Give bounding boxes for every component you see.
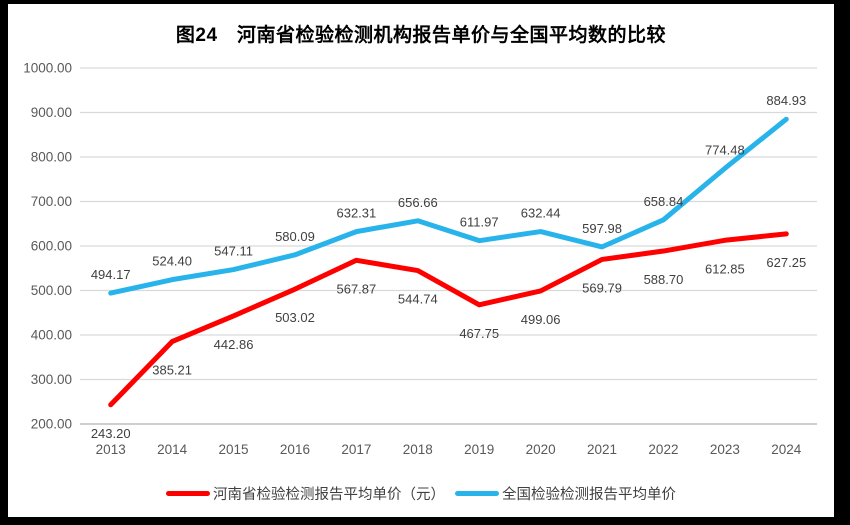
x-axis-tick-label: 2016 — [280, 442, 310, 457]
x-axis-tick-label: 2020 — [526, 442, 556, 457]
data-label: 467.75 — [459, 326, 499, 341]
x-axis-tick-label: 2013 — [96, 442, 126, 457]
x-axis-tick-label: 2024 — [771, 442, 802, 457]
plot-area: 200.00 300.00 400.00 500.00 600.00 700.00 800.… — [23, 61, 817, 457]
x-axis-tick-label: 2017 — [341, 442, 371, 457]
data-label: 524.40 — [152, 254, 192, 269]
y-axis-tick-label: 800.00 — [31, 150, 72, 165]
data-label: 494.17 — [91, 267, 131, 282]
data-label: 612.85 — [705, 261, 745, 276]
data-label: 588.70 — [644, 272, 684, 287]
x-axis-tick-label: 2022 — [648, 442, 678, 457]
data-label: 632.44 — [521, 206, 561, 221]
data-label: 243.20 — [91, 426, 131, 441]
series-line-1 — [108, 116, 789, 296]
data-label: 627.25 — [766, 255, 806, 270]
data-label: 884.93 — [766, 93, 806, 108]
y-axis-tick-label: 400.00 — [31, 328, 72, 343]
data-label: 611.97 — [460, 215, 499, 230]
x-axis-tick-label: 2021 — [587, 442, 617, 457]
data-label: 658.84 — [644, 194, 684, 209]
x-axis-tick-label: 2015 — [219, 442, 249, 457]
data-label: 774.48 — [705, 142, 745, 157]
legend-line-swatch — [166, 491, 210, 496]
data-label: 597.98 — [582, 221, 622, 236]
y-axis-tick-label: 300.00 — [31, 372, 72, 387]
data-label: 569.79 — [582, 280, 622, 295]
y-axis-tick-label: 200.00 — [31, 417, 72, 432]
data-label: 547.11 — [214, 244, 253, 259]
x-axis-tick-label: 2023 — [710, 442, 740, 457]
y-axis-tick-label: 600.00 — [31, 239, 72, 254]
x-axis-tick-label: 2018 — [403, 442, 433, 457]
x-axis-tick-label: 2019 — [464, 442, 494, 457]
chart-canvas: 图24 河南省检验检测机构报告单价与全国平均数的比较 200.00 300.00 4… — [8, 4, 834, 517]
y-axis-tick-label: 700.00 — [31, 194, 72, 209]
data-label: 385.21 — [152, 363, 192, 378]
legend-line-swatch — [455, 491, 499, 496]
data-label: 544.74 — [398, 292, 438, 307]
y-axis-tick-label: 1000.00 — [23, 61, 72, 76]
data-label: 632.31 — [336, 206, 376, 221]
data-label: 442.86 — [214, 337, 254, 352]
legend-label: 河南省检验检测报告平均单价（元） — [213, 487, 445, 503]
data-label: 503.02 — [275, 310, 315, 325]
data-label: 580.09 — [275, 229, 315, 244]
chart-title: 图24 河南省检验检测机构报告单价与全国平均数的比较 — [175, 25, 667, 46]
legend-label: 全国检验检测报告平均单价 — [502, 487, 676, 503]
data-label: 656.66 — [398, 195, 438, 210]
legend: 河南省检验检测报告平均单价（元） 全国检验检测报告平均单价 — [8, 483, 834, 504]
x-axis-tick-label: 2014 — [157, 442, 188, 457]
series-line-0 — [108, 231, 789, 408]
data-label: 567.87 — [336, 281, 376, 296]
legend-item-0: 河南省检验检测报告平均单价（元） — [166, 483, 445, 504]
data-label: 499.06 — [521, 312, 561, 327]
y-axis-tick-label: 500.00 — [31, 283, 72, 298]
y-axis-tick-label: 900.00 — [31, 105, 72, 120]
legend-item-1: 全国检验检测报告平均单价 — [455, 483, 676, 504]
